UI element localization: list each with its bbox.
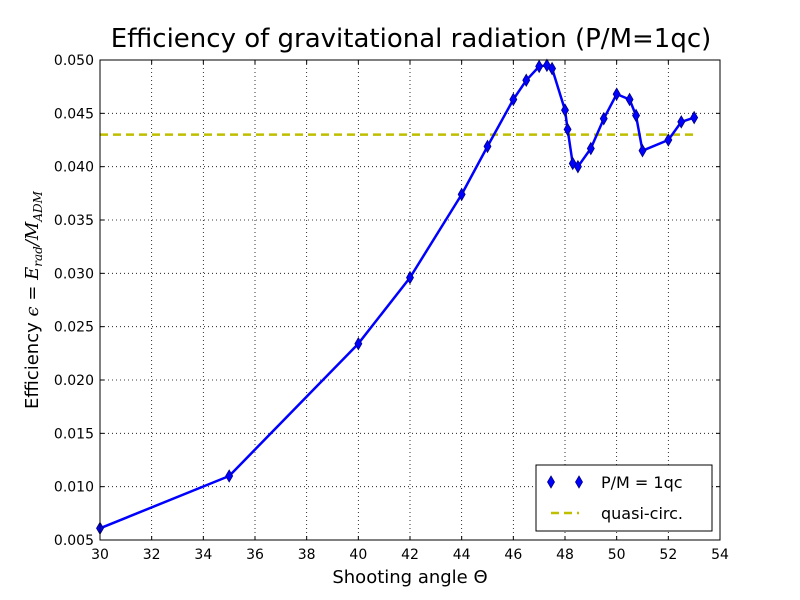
data-point-marker xyxy=(638,143,647,158)
data-point-marker xyxy=(354,336,363,351)
data-point-marker xyxy=(599,111,608,126)
legend-label-reference: quasi-circ. xyxy=(601,504,683,523)
data-point-marker xyxy=(677,115,686,129)
data-point-marker xyxy=(548,61,557,76)
y-tick-label: 0.040 xyxy=(54,160,94,176)
data-point-marker xyxy=(509,92,518,107)
y-axis-label-prefix: Efficiency xyxy=(22,317,43,409)
x-tick-label: 38 xyxy=(298,547,316,563)
y-tick-label: 0.015 xyxy=(54,426,94,442)
legend: P/M = 1qc quasi-circ. xyxy=(535,464,713,532)
legend-box xyxy=(535,464,713,532)
y-axis-label-symbol: ϵ xyxy=(22,306,43,316)
y-tick-label: 0.005 xyxy=(54,533,94,549)
data-point-marker xyxy=(561,103,569,117)
data-point-marker xyxy=(406,270,414,285)
data-point-marker xyxy=(664,133,673,147)
data-point-marker xyxy=(632,108,641,123)
data-point-marker xyxy=(225,469,234,483)
data-point-marker xyxy=(573,159,582,174)
data-point-marker xyxy=(522,73,531,88)
data-point-marker xyxy=(690,110,699,125)
y-tick-label: 0.050 xyxy=(54,53,94,69)
x-tick-label: 40 xyxy=(349,547,367,563)
y-tick-label: 0.010 xyxy=(54,480,94,496)
data-point-marker xyxy=(542,58,551,73)
x-tick-label: 54 xyxy=(711,547,729,563)
legend-label-series: P/M = 1qc xyxy=(601,473,683,492)
x-tick-label: 50 xyxy=(608,547,626,563)
data-point-marker xyxy=(563,122,572,137)
x-tick-label: 30 xyxy=(91,547,109,563)
x-axis-label: Shooting angle Θ xyxy=(332,567,487,588)
series-line xyxy=(99,64,695,530)
series-layer xyxy=(96,58,699,536)
x-tick-label: 34 xyxy=(194,547,212,563)
y-axis-label-numerator: E xyxy=(22,267,43,281)
y-axis-label-numerator-sub: rad xyxy=(31,246,45,267)
y-axis-label: Efficiency ϵ = Erad/MADM xyxy=(22,190,45,409)
data-point-marker xyxy=(457,187,466,202)
y-tick-label: 0.020 xyxy=(54,373,94,389)
x-tick-label: 36 xyxy=(246,547,264,563)
x-tick-label: 44 xyxy=(453,547,471,563)
y-axis-label-equals: = xyxy=(22,280,43,307)
legend-series-marker xyxy=(547,475,555,489)
x-tick-label: 42 xyxy=(401,547,419,563)
y-axis-label-slash: / xyxy=(22,238,43,248)
y-axis-label-denominator-sub: ADM xyxy=(31,190,45,222)
x-tick-label: 46 xyxy=(504,547,522,563)
data-point-marker xyxy=(535,59,544,74)
data-point-marker xyxy=(483,139,492,154)
y-tick-label: 0.030 xyxy=(54,266,94,282)
y-axis-label-denominator: M xyxy=(22,221,43,241)
chart-title: Efficiency of gravitational radiation (P… xyxy=(111,24,712,54)
x-tick-label: 32 xyxy=(143,547,161,563)
data-point-marker xyxy=(625,92,634,107)
x-tick-label: 52 xyxy=(659,547,677,563)
y-tick-label: 0.025 xyxy=(54,320,94,336)
data-point-marker xyxy=(568,156,577,171)
data-point-marker xyxy=(612,87,621,101)
ticks: 30 32 34 36 38 40 42 44 46 48 50 52 54 0.005 0.010 0.01… xyxy=(54,53,729,563)
legend-series-marker xyxy=(575,475,583,489)
x-tick-label: 48 xyxy=(556,547,574,563)
y-tick-label: 0.035 xyxy=(54,213,94,229)
y-tick-label: 0.045 xyxy=(54,106,94,122)
data-point-marker xyxy=(586,141,595,156)
